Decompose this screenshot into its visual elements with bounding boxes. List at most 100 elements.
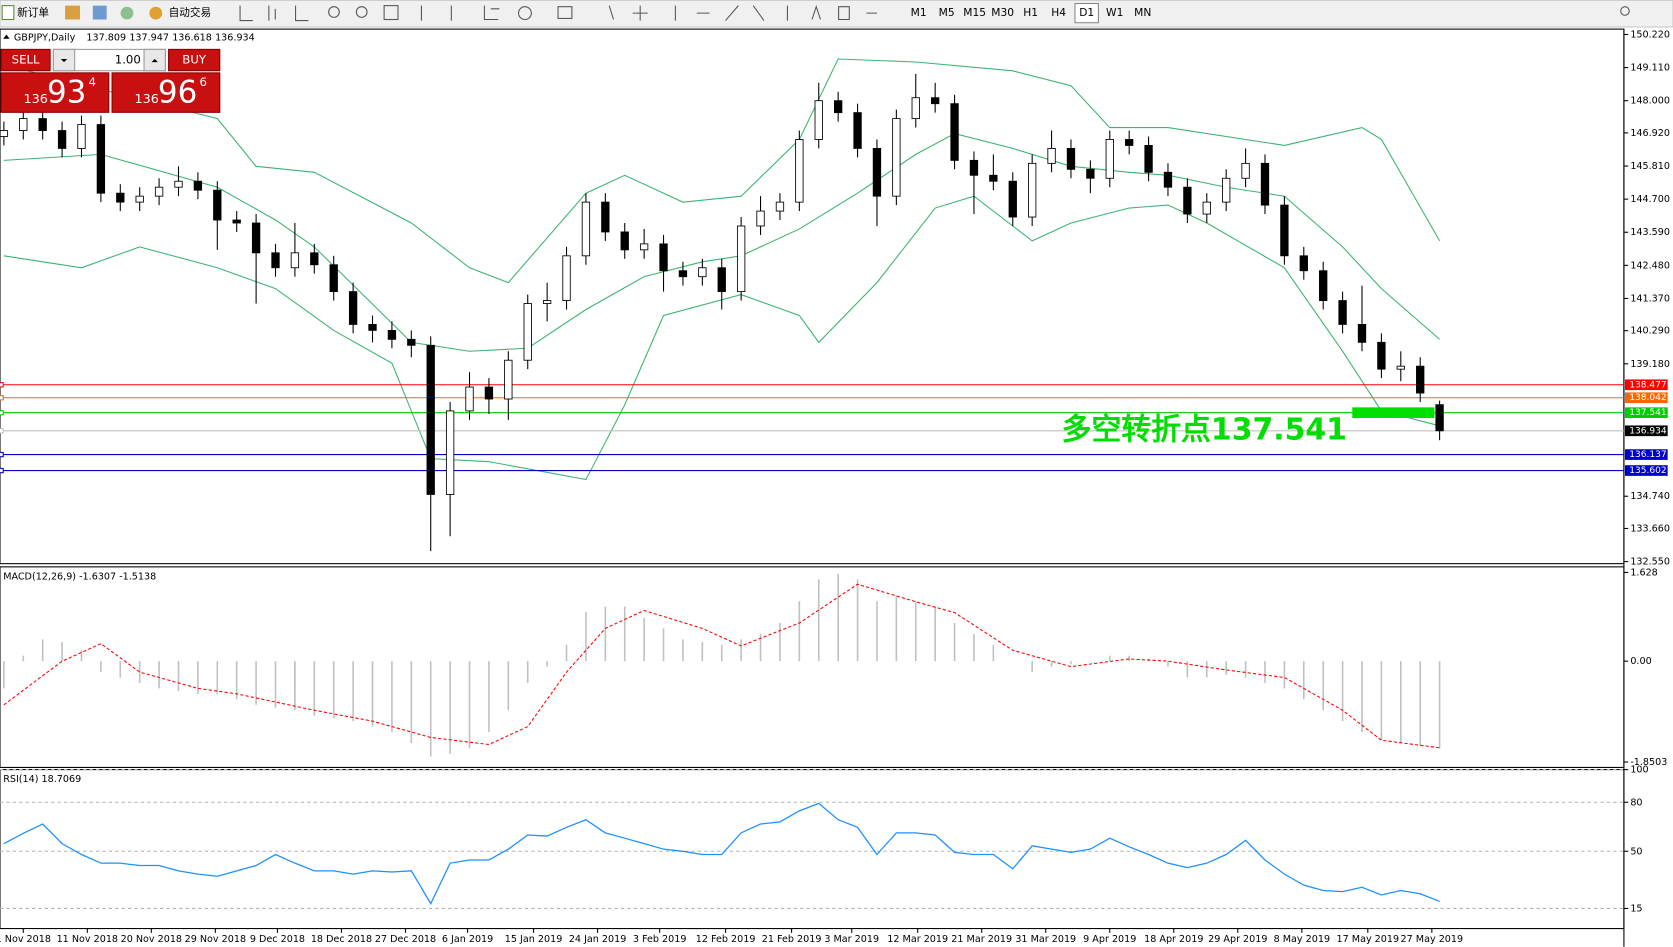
x-tick-label: 15 Jan 2019 <box>505 934 563 945</box>
timeframe-button[interactable]: D1 <box>1079 6 1094 19</box>
icon[interactable] <box>120 6 134 20</box>
candle-body <box>756 210 765 227</box>
macd-bar <box>61 642 63 662</box>
level-tag-label: 135.602 <box>1629 466 1666 476</box>
macd-bar <box>429 661 432 757</box>
level-tag <box>1624 465 1668 476</box>
level-tag-label: 137.541 <box>1629 408 1666 418</box>
timeframe-button[interactable]: M15 <box>963 6 986 19</box>
candle-body <box>96 124 106 194</box>
rsi-title: RSI(14) 18.7069 <box>3 774 81 785</box>
timeframe-button[interactable]: H1 <box>1023 6 1038 19</box>
candle-body <box>833 100 843 114</box>
buy-label: BUY <box>182 53 207 67</box>
level-tag-label: 136.934 <box>1629 426 1667 436</box>
search-icon[interactable] <box>1620 6 1630 16</box>
sell-price-box[interactable] <box>0 72 110 113</box>
macd-bar <box>1186 661 1189 678</box>
timeframe-button[interactable]: H4 <box>1051 6 1066 19</box>
macd-bar <box>1400 661 1402 743</box>
x-tick-label: 31 Mar 2019 <box>1015 934 1076 945</box>
candle-body <box>1435 404 1444 432</box>
level-tag-label: 138.477 <box>1629 380 1666 390</box>
candle-body <box>601 201 610 233</box>
macd-bar <box>468 661 471 749</box>
rsi-line <box>3 802 1440 905</box>
timeframe-button[interactable]: W1 <box>1106 6 1123 19</box>
toolbar-auto-trade[interactable]: 自动交易 <box>149 6 211 20</box>
y-tick-label: 100 <box>1630 765 1648 776</box>
candle-body <box>872 148 882 197</box>
macd-title: MACD(12,26,9) -1.6307 -1.5138 <box>3 571 156 582</box>
buy-price-box[interactable] <box>111 72 221 113</box>
lot-value: 1.00 <box>115 53 141 67</box>
macd-bar <box>294 661 296 711</box>
candle-body <box>348 291 358 325</box>
chart-menu-icon[interactable] <box>3 34 10 39</box>
buy-button[interactable] <box>168 48 221 72</box>
macd-bar <box>623 606 626 662</box>
icon[interactable] <box>239 5 309 22</box>
x-tick-label: 6 Jan 2019 <box>442 934 493 945</box>
icon[interactable] <box>608 5 878 21</box>
y-tick-label: 15 <box>1630 903 1642 914</box>
macd-bar <box>682 639 684 662</box>
x-tick-label: 3 Feb 2019 <box>633 934 687 945</box>
candle-body <box>892 118 901 197</box>
macd-bar <box>817 579 820 662</box>
macd-bar <box>1244 661 1247 678</box>
macd-bar <box>876 601 878 662</box>
toolbar <box>0 0 1673 28</box>
icon[interactable] <box>518 6 532 21</box>
macd-bar <box>546 661 548 667</box>
candle-body <box>251 222 261 254</box>
candle-body <box>1280 204 1289 257</box>
macd-bar <box>371 661 374 727</box>
y-tick-label: 50 <box>1630 846 1642 857</box>
macd-bar <box>779 623 781 662</box>
candle-body <box>969 159 979 176</box>
macd-bar <box>119 661 122 678</box>
candle-body <box>38 118 47 131</box>
icon[interactable] <box>92 5 107 20</box>
icon <box>1 5 15 21</box>
macd-bar <box>565 644 568 662</box>
icon[interactable] <box>355 6 368 18</box>
macd-bar <box>798 601 801 662</box>
icon[interactable] <box>65 5 81 20</box>
timeframe-button[interactable]: MN <box>1134 6 1151 19</box>
macd-bar <box>585 612 587 662</box>
x-tick-label: 20 Nov 2018 <box>121 934 182 945</box>
y-tick-label: 0.00 <box>1630 656 1651 667</box>
macd-bar <box>604 606 607 662</box>
macd-bar <box>41 639 44 662</box>
sell-price-big: 136 <box>23 92 47 107</box>
macd-bar <box>643 617 645 662</box>
icon[interactable] <box>420 5 500 21</box>
x-tick-label: 17 May 2019 <box>1337 934 1400 945</box>
macd-signal <box>3 583 1440 749</box>
macd-bar <box>235 661 238 700</box>
trade-panel: SELL 1.00 BUY 136 93 4 136 96 6 <box>0 48 221 113</box>
icon[interactable] <box>383 5 399 21</box>
sell-button[interactable] <box>0 48 51 72</box>
candle-body <box>620 231 629 251</box>
icon[interactable] <box>328 6 340 18</box>
macd-bar <box>837 573 839 662</box>
macd-bar <box>449 661 451 754</box>
level-handle <box>0 382 4 388</box>
macd-bar <box>759 633 762 662</box>
macd-bar <box>1031 661 1033 673</box>
candle-body <box>1008 180 1017 218</box>
icon[interactable] <box>557 6 573 19</box>
timeframe-button[interactable]: M30 <box>991 6 1014 19</box>
highlight-box <box>1352 407 1435 419</box>
x-tick-label: 11 Nov 2018 <box>57 934 118 945</box>
macd-bar <box>1283 661 1286 689</box>
macd-bar <box>720 644 723 662</box>
toolbar-new-order[interactable]: 新订单 <box>1 5 49 21</box>
timeframe-button[interactable]: M5 <box>939 6 955 19</box>
timeframe-button[interactable]: M1 <box>911 6 927 19</box>
ohlc-values: 137.809 137.947 136.618 136.934 <box>86 33 254 44</box>
